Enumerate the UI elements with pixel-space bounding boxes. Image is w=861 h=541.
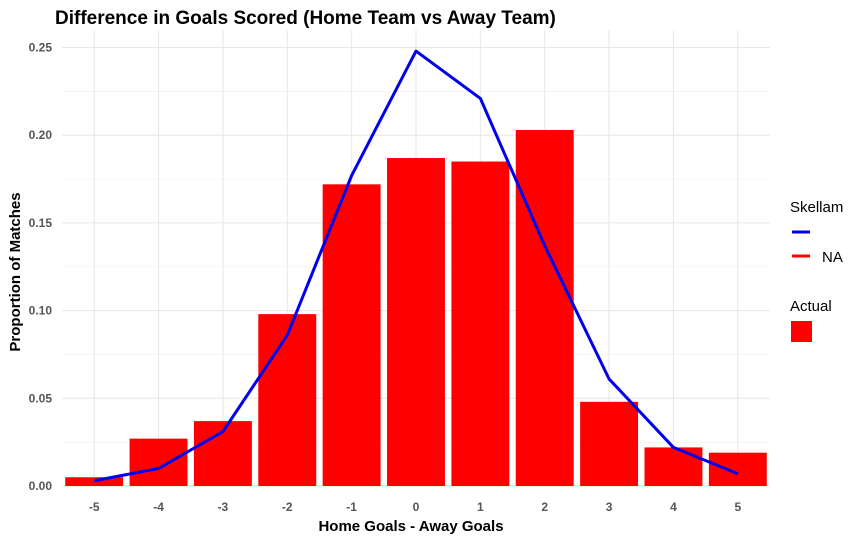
y-axis-title: Proportion of Matches [7,192,24,351]
legend-label-na: NA [822,249,843,266]
bars [65,129,767,487]
bar-2 [515,129,574,486]
x-tick-label: 2 [541,500,548,514]
x-tick-label: -3 [218,500,229,514]
y-tick-label: 0.00 [29,479,53,493]
y-tick-label: 0.25 [29,41,53,55]
y-tick-label: 0.10 [29,304,53,318]
y-tick-label: 0.15 [29,216,53,230]
x-tick-label: -1 [346,500,357,514]
skellam-line-layer [93,49,739,483]
y-tick-label: 0.20 [29,128,53,142]
x-tick-label: -4 [153,500,164,514]
x-tick-label: 0 [413,500,420,514]
x-tick-label: -5 [89,500,100,514]
x-axis-ticks: -5 -4 -3 -2 -1 0 1 2 3 4 5 [89,500,742,514]
x-tick-label: 3 [606,500,613,514]
bar-5 [708,452,767,486]
bar-3 [580,401,639,486]
legend-key-actual-box [791,321,812,342]
x-tick-label: 1 [477,500,484,514]
bar-0 [387,158,445,486]
legend-title-skellam: Skellam [790,199,843,216]
bar--5 [65,477,124,486]
x-axis-title: Home Goals - Away Goals [318,518,503,535]
chart-title: Difference in Goals Scored (Home Team vs… [55,8,556,29]
x-tick-label: 5 [734,500,741,514]
x-tick-label: -2 [282,500,293,514]
y-tick-label: 0.05 [29,391,53,405]
bar-1 [451,161,510,487]
bar-4 [644,447,703,486]
bar--1 [322,184,381,487]
bar--4 [129,438,188,486]
bar--2 [258,314,317,486]
legend: Skellam NA Actual [790,199,843,342]
legend-title-actual: Actual [790,298,832,315]
y-axis-ticks: 0.00 0.05 0.10 0.15 0.20 0.25 [29,41,53,493]
x-tick-label: 4 [670,500,677,514]
